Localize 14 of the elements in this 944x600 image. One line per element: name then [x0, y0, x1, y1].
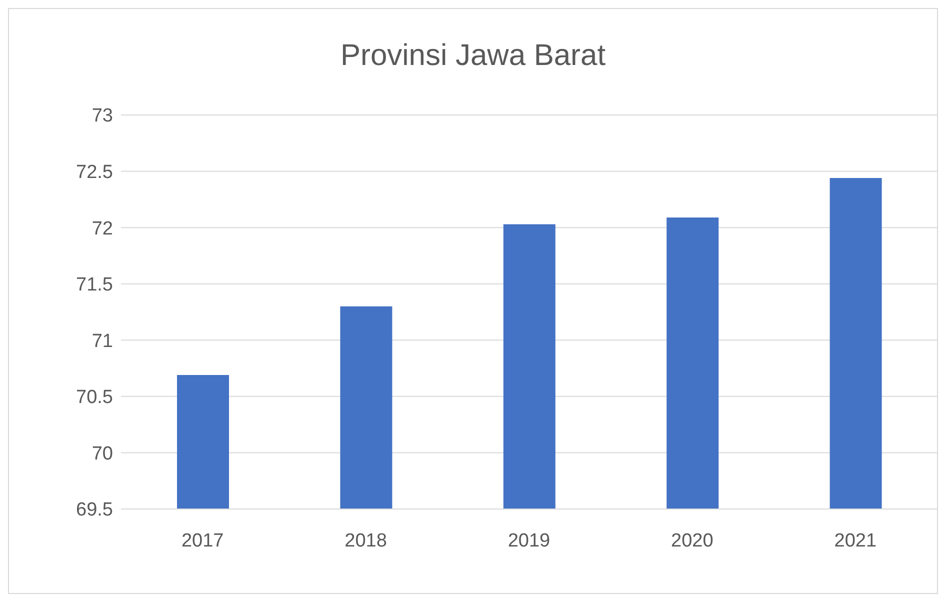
- y-tick-label: 71.5: [76, 274, 113, 296]
- x-tick-label: 2017: [181, 530, 224, 552]
- chart-title: Provinsi Jawa Barat: [339, 39, 607, 73]
- y-tick-label: 72.5: [76, 162, 113, 184]
- y-tick-label: 70: [92, 443, 113, 464]
- y-tick-label: 69.5: [76, 500, 113, 521]
- y-tick-label: 73: [92, 106, 113, 127]
- x-tick-label: 2021: [834, 530, 877, 552]
- y-tick-label: 71: [92, 330, 113, 352]
- x-tick-label: 2020: [671, 530, 714, 552]
- x-tick-label: 2018: [344, 530, 387, 552]
- y-tick-label: 70.5: [76, 387, 113, 408]
- x-tick-label: 2019: [508, 530, 550, 552]
- y-tick-label: 72: [92, 218, 113, 240]
